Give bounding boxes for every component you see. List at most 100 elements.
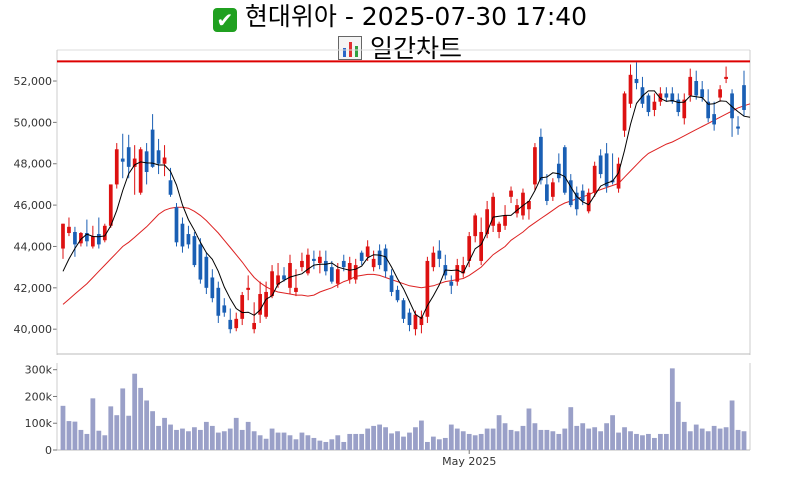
- candle-body: [622, 93, 627, 131]
- candle-body: [604, 153, 609, 187]
- candle-body: [413, 314, 418, 330]
- candle-body: [616, 163, 621, 189]
- candlestick: [634, 62, 639, 90]
- candlestick: [228, 308, 233, 334]
- candlestick: [85, 219, 89, 247]
- candle-body: [120, 158, 125, 162]
- candle-body: [682, 99, 687, 119]
- candle-body: [180, 223, 185, 247]
- volume-bar: [699, 428, 705, 450]
- volume-bar: [705, 431, 711, 450]
- candlestick: [574, 186, 579, 216]
- candlestick: [473, 213, 478, 243]
- volume-bar: [723, 427, 729, 450]
- candlestick: [628, 64, 633, 108]
- volume-tick-label: 200k: [25, 390, 53, 403]
- volume-bar: [96, 430, 102, 450]
- candle-body: [126, 147, 131, 167]
- candlestick: [323, 250, 328, 276]
- volume-bar: [293, 439, 299, 450]
- candlestick: [664, 87, 669, 102]
- volume-bar: [263, 438, 269, 450]
- candlestick: [198, 238, 203, 284]
- candle-body: [377, 250, 382, 266]
- volume-bar: [604, 423, 610, 450]
- candlestick: [389, 269, 394, 297]
- volume-bar: [221, 431, 227, 450]
- candlestick: [479, 217, 484, 266]
- volume-bar: [610, 415, 615, 450]
- candle-body: [676, 99, 681, 113]
- candlestick: [586, 188, 591, 214]
- candle-body: [479, 231, 484, 261]
- volume-bar: [186, 431, 191, 450]
- volume-bar: [347, 433, 353, 450]
- volume-bar: [687, 431, 693, 450]
- volume-bar: [675, 401, 681, 450]
- candlestick: [682, 93, 687, 125]
- candle-body: [150, 129, 155, 167]
- candle-body: [67, 226, 71, 234]
- volume-bar: [60, 405, 66, 450]
- candlestick: [222, 298, 227, 317]
- volume-bar: [227, 428, 233, 450]
- volume-bar: [275, 432, 281, 450]
- candle-body: [383, 248, 388, 272]
- volume-bar: [269, 428, 275, 450]
- volume-bar: [413, 427, 418, 450]
- volume-bar: [598, 431, 604, 450]
- volume-bar: [287, 435, 293, 450]
- volume-bar: [436, 439, 442, 450]
- volume-bar: [454, 428, 460, 450]
- candlestick: [503, 205, 507, 230]
- volume-bar: [460, 431, 466, 450]
- volume-bar: [442, 437, 448, 450]
- candlestick: [67, 217, 71, 237]
- candle-body: [102, 225, 107, 241]
- candlestick: [150, 114, 155, 168]
- candlestick: [622, 91, 627, 137]
- candle-body: [347, 263, 352, 280]
- volume-tick-label: 300k: [25, 364, 53, 377]
- candle-body: [580, 190, 585, 201]
- candlestick: [264, 281, 268, 319]
- volume-bar: [741, 431, 747, 450]
- volume-bar: [389, 433, 394, 450]
- candle-body: [204, 256, 209, 288]
- candle-body: [300, 260, 304, 268]
- candle-body: [79, 233, 83, 244]
- candle-body: [371, 258, 376, 268]
- candlestick: [556, 153, 561, 183]
- candlestick: [306, 248, 310, 276]
- chart-title-row: ✔ 현대위아 - 2025-07-30 17:40: [0, 0, 800, 34]
- candlestick: [562, 145, 567, 195]
- candlestick: [730, 89, 734, 137]
- volume-bar: [120, 388, 126, 450]
- volume-bar: [168, 424, 173, 450]
- volume-bar: [72, 421, 78, 450]
- candle-body: [132, 158, 137, 167]
- volume-bar: [311, 437, 317, 450]
- volume-bar: [622, 427, 627, 450]
- candle-body: [592, 165, 597, 193]
- candlestick: [652, 93, 657, 117]
- volume-bar: [490, 428, 496, 450]
- candle-body: [574, 192, 579, 210]
- candlestick: [186, 225, 191, 249]
- volume-bar: [574, 425, 580, 450]
- candle-body: [335, 269, 340, 284]
- candle-body: [724, 76, 728, 79]
- candlestick: [706, 89, 711, 123]
- volume-bar: [84, 433, 90, 450]
- candle-body: [598, 155, 603, 175]
- candle-body: [395, 289, 400, 301]
- candle-body: [156, 150, 161, 164]
- candle-body: [288, 263, 292, 288]
- volume-bar: [180, 428, 185, 450]
- volume-bar: [108, 406, 114, 450]
- volume-bar: [562, 428, 568, 450]
- candle-body: [246, 287, 251, 290]
- candle-body: [389, 275, 394, 292]
- volume-bar: [502, 423, 508, 450]
- candlestick: [658, 87, 663, 106]
